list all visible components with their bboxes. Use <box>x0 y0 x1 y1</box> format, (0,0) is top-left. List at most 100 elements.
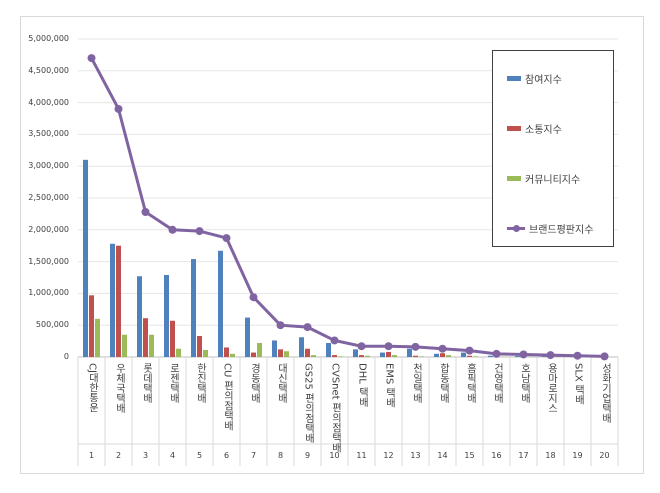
bar-커뮤니티지수 <box>473 356 478 357</box>
legend-swatch <box>507 76 521 81</box>
bar-커뮤니티지수 <box>230 353 235 357</box>
bar-참여지수 <box>326 343 331 357</box>
bar-소통지수 <box>359 355 364 357</box>
legend-item: 참여지수 <box>507 71 562 86</box>
line-point <box>195 227 204 236</box>
category-number: 12 <box>383 451 394 460</box>
bar-소통지수 <box>413 355 418 357</box>
line-point <box>546 351 555 360</box>
bar-소통지수 <box>305 348 310 357</box>
line-point <box>141 207 150 216</box>
category-label: SLX 택배 <box>572 363 584 405</box>
line-point <box>249 293 258 302</box>
legend-label: 커뮤니티지수 <box>525 175 581 186</box>
legend-swatch <box>507 176 521 181</box>
line-point <box>114 104 123 113</box>
bar-소통지수 <box>440 353 445 357</box>
bar-소통지수 <box>251 352 256 357</box>
bar-커뮤니티지수 <box>311 355 316 357</box>
legend-item: 브랜드평판지수 <box>507 221 593 236</box>
line-point <box>357 342 366 351</box>
y-tick-label: 2,000,000 <box>28 224 69 234</box>
category-number: 19 <box>572 451 583 460</box>
category-label: 성화기업택배 <box>599 363 611 423</box>
y-tick-label: 1,500,000 <box>28 256 69 266</box>
bar-커뮤니티지수 <box>176 348 181 357</box>
category-number: 4 <box>169 451 176 460</box>
category-number: 6 <box>223 451 230 460</box>
bar-참여지수 <box>272 340 277 357</box>
legend-label: 브랜드평판지수 <box>529 225 594 236</box>
line-point <box>222 234 231 243</box>
y-tick-label: 5,000,000 <box>28 34 69 43</box>
legend-label: 참여지수 <box>525 75 562 86</box>
bar-커뮤니티지수 <box>338 356 343 357</box>
line-point <box>519 350 528 359</box>
category-number: 14 <box>437 451 448 460</box>
bar-커뮤니티지수 <box>284 351 289 357</box>
bar-참여지수 <box>434 353 439 357</box>
legend-item: 커뮤니티지수 <box>507 171 580 186</box>
y-tick-label: 3,000,000 <box>28 161 69 171</box>
category-number: 5 <box>196 451 203 460</box>
bar-참여지수 <box>353 349 358 357</box>
bar-참여지수 <box>488 355 493 357</box>
line-브랜드평판지수 <box>90 57 605 358</box>
bar-참여지수 <box>191 259 196 357</box>
y-tick-label: 500,000 <box>35 320 69 330</box>
bar-소통지수 <box>170 320 175 357</box>
category-label: 로젠택배 <box>167 363 179 403</box>
category-number: 16 <box>491 451 502 460</box>
chart-frame <box>20 16 644 474</box>
category-label: GS25 편의점택배 <box>302 363 314 443</box>
bar-커뮤니티지수 <box>95 318 100 357</box>
bar-참여지수 <box>299 337 304 357</box>
category-number: 3 <box>142 451 149 460</box>
category-label: 한진택배 <box>194 363 206 403</box>
bar-소통지수 <box>197 336 202 357</box>
bar-커뮤니티지수 <box>365 355 370 357</box>
bar-참여지수 <box>137 276 142 357</box>
bar-커뮤니티지수 <box>257 343 262 357</box>
bar-커뮤니티지수 <box>149 334 154 357</box>
category-number: 9 <box>304 451 311 460</box>
category-label: 건영택배 <box>491 363 503 403</box>
bar-소통지수 <box>89 295 94 357</box>
category-number: 17 <box>518 451 529 460</box>
line-point <box>276 321 285 330</box>
line-point <box>465 346 474 355</box>
category-number: 18 <box>545 451 556 460</box>
bar-참여지수 <box>542 356 547 357</box>
category-number: 20 <box>599 451 610 460</box>
bar-소통지수 <box>332 355 337 357</box>
category-label: 천일택배 <box>410 363 422 403</box>
bar-참여지수 <box>407 348 412 357</box>
bar-소통지수 <box>467 355 472 357</box>
category-number: 7 <box>250 451 257 460</box>
y-tick-label: 0 <box>63 352 69 361</box>
legend-swatch <box>507 224 525 232</box>
bar-참여지수 <box>380 352 385 357</box>
legend-label: 소통지수 <box>525 125 562 136</box>
category-number: 11 <box>356 451 367 460</box>
bar-커뮤니티지수 <box>419 356 424 357</box>
category-label: 롯데택배 <box>140 363 152 403</box>
line-point <box>492 349 501 358</box>
category-label: 홈픽택배 <box>464 363 476 403</box>
line-point <box>411 342 420 351</box>
bar-커뮤니티지수 <box>203 350 208 357</box>
bar-참여지수 <box>245 317 250 357</box>
category-label: 합동택배 <box>437 363 449 403</box>
line-point <box>303 323 312 332</box>
category-number: 2 <box>115 451 122 460</box>
bar-소통지수 <box>386 351 391 357</box>
category-label: 용마로지스 <box>545 363 557 413</box>
y-tick-label: 4,000,000 <box>28 97 69 107</box>
y-tick-label: 3,500,000 <box>28 129 69 139</box>
bar-참여지수 <box>515 356 520 357</box>
bar-커뮤니티지수 <box>392 355 397 357</box>
legend-swatch <box>507 126 521 131</box>
legend-item: 소통지수 <box>507 121 562 136</box>
line-point <box>573 351 582 360</box>
category-label: CVSnet 편의점택배 <box>329 363 341 453</box>
